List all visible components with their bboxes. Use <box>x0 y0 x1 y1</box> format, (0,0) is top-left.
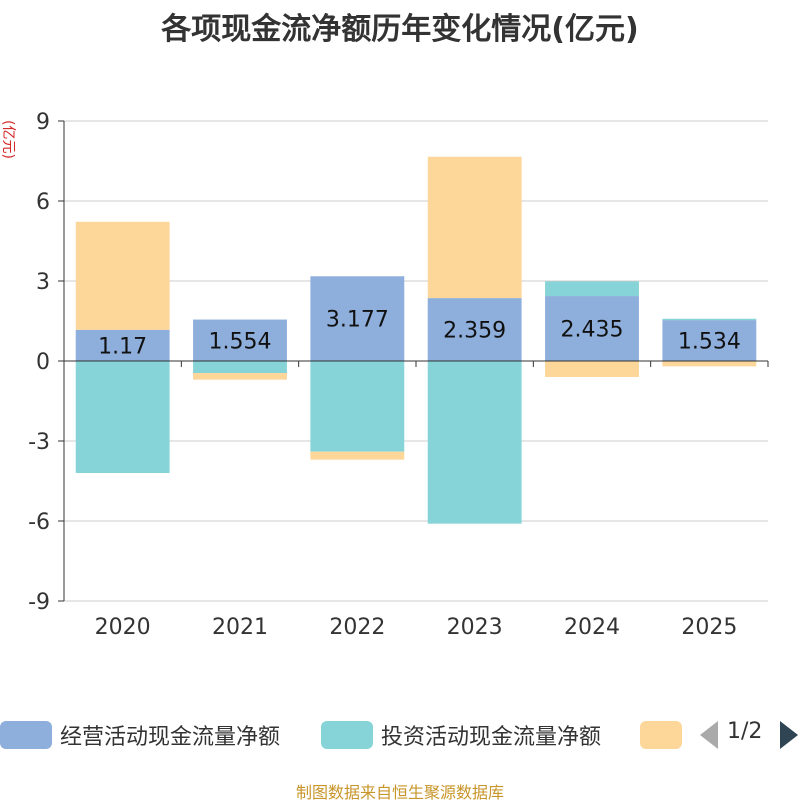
bar-value-label: 3.177 <box>326 308 389 333</box>
bar-investing-2021 <box>193 361 287 373</box>
legend: 经营活动现金流量净额 投资活动现金流量净额 1/2 <box>0 716 800 754</box>
bar-value-label: 1.17 <box>98 334 147 359</box>
bar-value-label: 1.534 <box>678 330 741 355</box>
bar-investing-2023 <box>427 361 522 524</box>
axes: 9 6 3 0 -3 -6 -9 2020 2021 2022 2023 2024 2025 <box>28 110 769 640</box>
source-note: 制图数据来自恒生聚源数据库 <box>295 783 504 802</box>
bar-investing-2020 <box>75 361 170 473</box>
x-tick-label: 2023 <box>447 615 503 640</box>
y-tick-label: 9 <box>36 110 50 135</box>
bar-operating-2020 <box>75 329 170 361</box>
legend-label-investing: 投资活动现金流量净额 <box>381 725 602 750</box>
bar-value-label: 2.359 <box>443 319 506 344</box>
bar-financing-2025 <box>662 361 757 367</box>
bar-investing-2024 <box>545 281 639 297</box>
bar-operating-2021 <box>193 319 287 361</box>
x-tick-label: 2022 <box>329 615 385 640</box>
bar-financing-2022 <box>310 451 405 460</box>
legend-item-investing[interactable]: 投资活动现金流量净额 <box>321 716 601 754</box>
legend-next-page-icon[interactable] <box>780 721 798 749</box>
bar-financing-2021 <box>193 373 287 380</box>
y-tick-label: -6 <box>28 510 50 535</box>
bar-financing-2020 <box>75 221 170 330</box>
x-tick-label: 2020 <box>95 615 151 640</box>
x-tick-label: 2025 <box>681 615 737 640</box>
bar-operating-2023 <box>427 298 522 361</box>
y-tick-label: 0 <box>36 350 50 375</box>
legend-item-operating[interactable]: 经营活动现金流量净额 <box>0 716 280 754</box>
bars <box>75 156 757 524</box>
bar-value-label: 1.554 <box>209 329 272 354</box>
data-labels: 1.17 1.554 3.177 2.359 2.435 1.534 <box>98 308 741 360</box>
y-axis-label: (亿元) <box>0 120 16 159</box>
bar-value-label: 2.435 <box>561 318 624 343</box>
legend-prev-page-icon[interactable] <box>700 721 718 749</box>
x-tick-label: 2024 <box>564 615 620 640</box>
legend-swatch-operating <box>0 721 52 749</box>
legend-swatch-financing <box>640 721 682 749</box>
legend-label-operating: 经营活动现金流量净额 <box>60 725 281 750</box>
bar-operating-2024 <box>545 296 639 361</box>
bar-investing-2025 <box>662 318 757 321</box>
legend-page-indicator: 1/2 <box>727 719 763 744</box>
y-tick-label: -3 <box>28 430 50 455</box>
bar-operating-2022 <box>310 276 405 361</box>
bar-investing-2022 <box>310 361 405 452</box>
legend-item-financing[interactable] <box>640 716 690 754</box>
chart-title: 各项现金流净额历年变化情况(亿元) <box>161 12 639 47</box>
y-tick-label: 3 <box>36 270 50 295</box>
legend-swatch-investing <box>321 721 373 749</box>
bar-financing-2024 <box>545 361 639 377</box>
y-tick-label: 6 <box>36 190 50 215</box>
y-tick-label: -9 <box>28 590 50 615</box>
x-tick-label: 2021 <box>212 615 268 640</box>
bar-operating-2025 <box>662 320 757 361</box>
bar-financing-2023 <box>427 156 522 299</box>
